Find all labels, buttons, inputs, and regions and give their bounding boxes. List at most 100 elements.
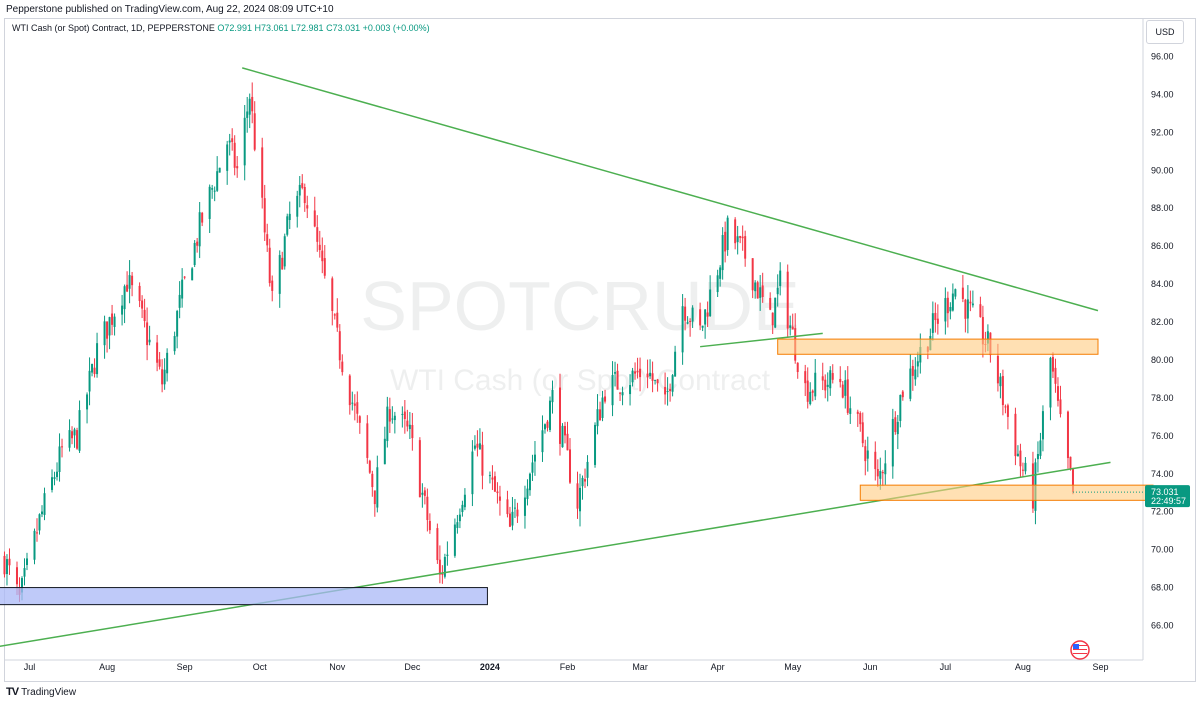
candle-body <box>831 373 834 380</box>
candle-body <box>243 117 246 166</box>
candle-body <box>669 389 672 392</box>
candle-body <box>411 425 414 439</box>
candle-body <box>438 559 441 575</box>
candle-body <box>406 420 409 427</box>
candle-body <box>373 490 376 505</box>
candle-body <box>423 490 426 496</box>
candle-body <box>576 483 579 509</box>
candle-body <box>491 477 494 480</box>
candle-body <box>724 231 727 252</box>
legend-symbol: WTI Cash (or Spot) Contract, 1D, PEPPERS… <box>12 23 215 33</box>
candle-body <box>496 491 499 494</box>
candle-body <box>546 421 549 428</box>
us-flag-icon[interactable] <box>1070 640 1090 660</box>
candle-body <box>458 514 461 522</box>
candle-body <box>809 391 812 405</box>
candle-body <box>761 285 764 297</box>
candle-body <box>286 216 289 235</box>
y-tick-label: 90.00 <box>1151 165 1174 175</box>
y-tick-label: 68.00 <box>1151 583 1174 593</box>
candle-body <box>814 372 817 397</box>
candle-body <box>306 205 309 209</box>
candle-body <box>1021 469 1024 471</box>
candle-body <box>113 316 116 327</box>
tradingview-logo-icon: TV <box>6 686 19 698</box>
candle-body <box>146 322 149 346</box>
candle-body <box>388 409 391 422</box>
candle-body <box>481 444 484 476</box>
candle-body <box>639 368 642 378</box>
candle-body <box>3 555 6 575</box>
candle-body <box>228 140 231 143</box>
y-tick-label: 96.00 <box>1151 52 1174 62</box>
candle-body <box>126 284 129 292</box>
candle-body <box>446 554 449 556</box>
flag-stripe <box>1073 651 1087 652</box>
candle-body <box>148 339 151 343</box>
candle-body <box>541 430 544 453</box>
y-tick-label: 80.00 <box>1151 355 1174 365</box>
candle-body <box>53 477 56 479</box>
candle-body <box>846 379 849 413</box>
candle-body <box>954 289 957 297</box>
y-tick-label: 94.00 <box>1151 89 1174 99</box>
legend-close: C73.031 <box>326 23 361 33</box>
footer-brand[interactable]: TV TradingView <box>6 686 76 698</box>
y-tick-label: 82.00 <box>1151 317 1174 327</box>
candle-body <box>533 454 536 462</box>
candle-body <box>76 430 79 449</box>
candle-body <box>201 212 204 223</box>
candle-body <box>233 142 236 168</box>
x-tick-label: Jul <box>940 662 952 672</box>
candle-body <box>754 282 757 292</box>
candle-body <box>914 369 917 380</box>
candle-body <box>43 493 46 515</box>
x-tick-label: Jun <box>863 662 878 672</box>
candle-body <box>453 524 456 556</box>
candle-body <box>403 411 406 420</box>
candle-body <box>318 244 321 251</box>
candle-body <box>488 475 491 477</box>
candle-body <box>528 473 531 491</box>
candle-body <box>436 528 439 561</box>
candle-body <box>161 369 164 385</box>
candle-body <box>674 351 677 377</box>
candle-body <box>78 410 81 451</box>
candle-body <box>986 331 989 344</box>
candle-body <box>181 279 184 299</box>
candle-body <box>456 522 459 528</box>
candle-body <box>558 387 561 444</box>
candle-body <box>401 413 404 415</box>
candle-body <box>806 380 809 402</box>
candle-body <box>1039 440 1042 456</box>
x-tick-label: Oct <box>253 662 268 672</box>
candle-body <box>193 242 196 266</box>
candle-body <box>584 479 587 482</box>
candle-body <box>946 297 949 314</box>
candle-body <box>548 400 551 430</box>
candle-body <box>443 556 446 577</box>
candle-body <box>909 368 912 399</box>
candle-body <box>951 293 954 311</box>
candle-body <box>478 443 481 450</box>
candle-body <box>36 532 39 534</box>
candle-body <box>506 499 509 515</box>
candle-body <box>8 558 11 566</box>
candle-body <box>138 285 141 301</box>
legend-low: L72.981 <box>291 23 324 33</box>
candle-body <box>108 317 111 336</box>
legend-change: +0.003 (+0.00%) <box>362 23 430 33</box>
candle-body <box>111 313 114 325</box>
currency-button[interactable]: USD <box>1146 20 1184 44</box>
candle-body <box>1016 453 1019 457</box>
price-tag-bg <box>1145 485 1190 508</box>
candle-body <box>1006 405 1009 417</box>
candle-body <box>751 258 754 291</box>
x-tick-label: Jul <box>24 662 36 672</box>
candle-body <box>58 446 61 473</box>
candle-body <box>196 241 199 246</box>
price-tag-countdown: 22:49:57 <box>1151 496 1186 506</box>
candle-body <box>771 312 774 326</box>
candle-body <box>691 307 694 322</box>
